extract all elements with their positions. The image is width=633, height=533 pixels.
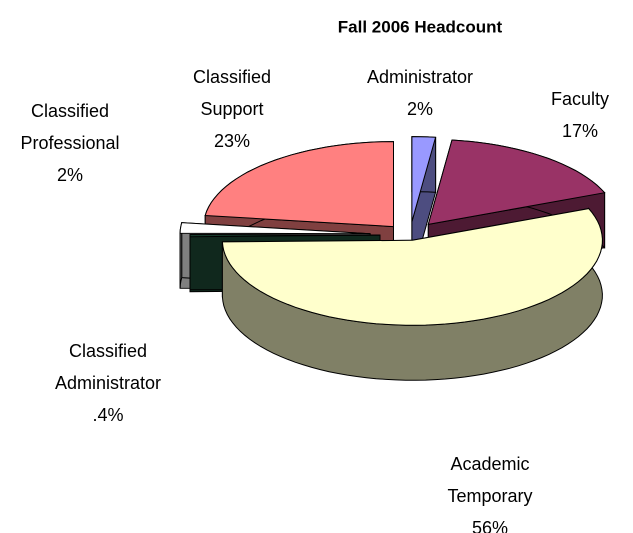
value-label: 2% — [57, 165, 83, 185]
category-label: Faculty — [551, 89, 609, 109]
value-label: 56% — [472, 518, 508, 533]
label-line: Temporary — [447, 486, 532, 506]
label-line: Academic — [450, 454, 529, 474]
slice — [179, 222, 371, 235]
label-line: Classified — [31, 101, 109, 121]
category-label: Administrator — [367, 67, 473, 87]
chart-title: Fall 2006 Headcount — [338, 17, 503, 36]
label-line: Support — [200, 99, 263, 119]
slice — [221, 207, 603, 381]
category-label: Classified Administrator — [55, 341, 161, 393]
label-line: Faculty — [551, 89, 609, 109]
slice — [204, 141, 394, 228]
value-label: 17% — [562, 121, 598, 141]
label-line: Classified — [193, 67, 271, 87]
value-label: .4% — [92, 405, 123, 425]
value-label: 23% — [214, 131, 250, 151]
label-line: Administrator — [55, 373, 161, 393]
label-line: Classified — [69, 341, 147, 361]
category-label: Classified Support — [193, 67, 271, 119]
label-line: Professional — [20, 133, 119, 153]
slice — [427, 139, 606, 226]
label-line: Administrator — [367, 67, 473, 87]
slice — [189, 234, 381, 238]
slice — [411, 136, 437, 222]
slice — [221, 208, 603, 326]
value-label: 2% — [407, 99, 433, 119]
category-label: Classified Professional — [20, 101, 119, 153]
category-label: Academic Temporary — [447, 454, 532, 506]
